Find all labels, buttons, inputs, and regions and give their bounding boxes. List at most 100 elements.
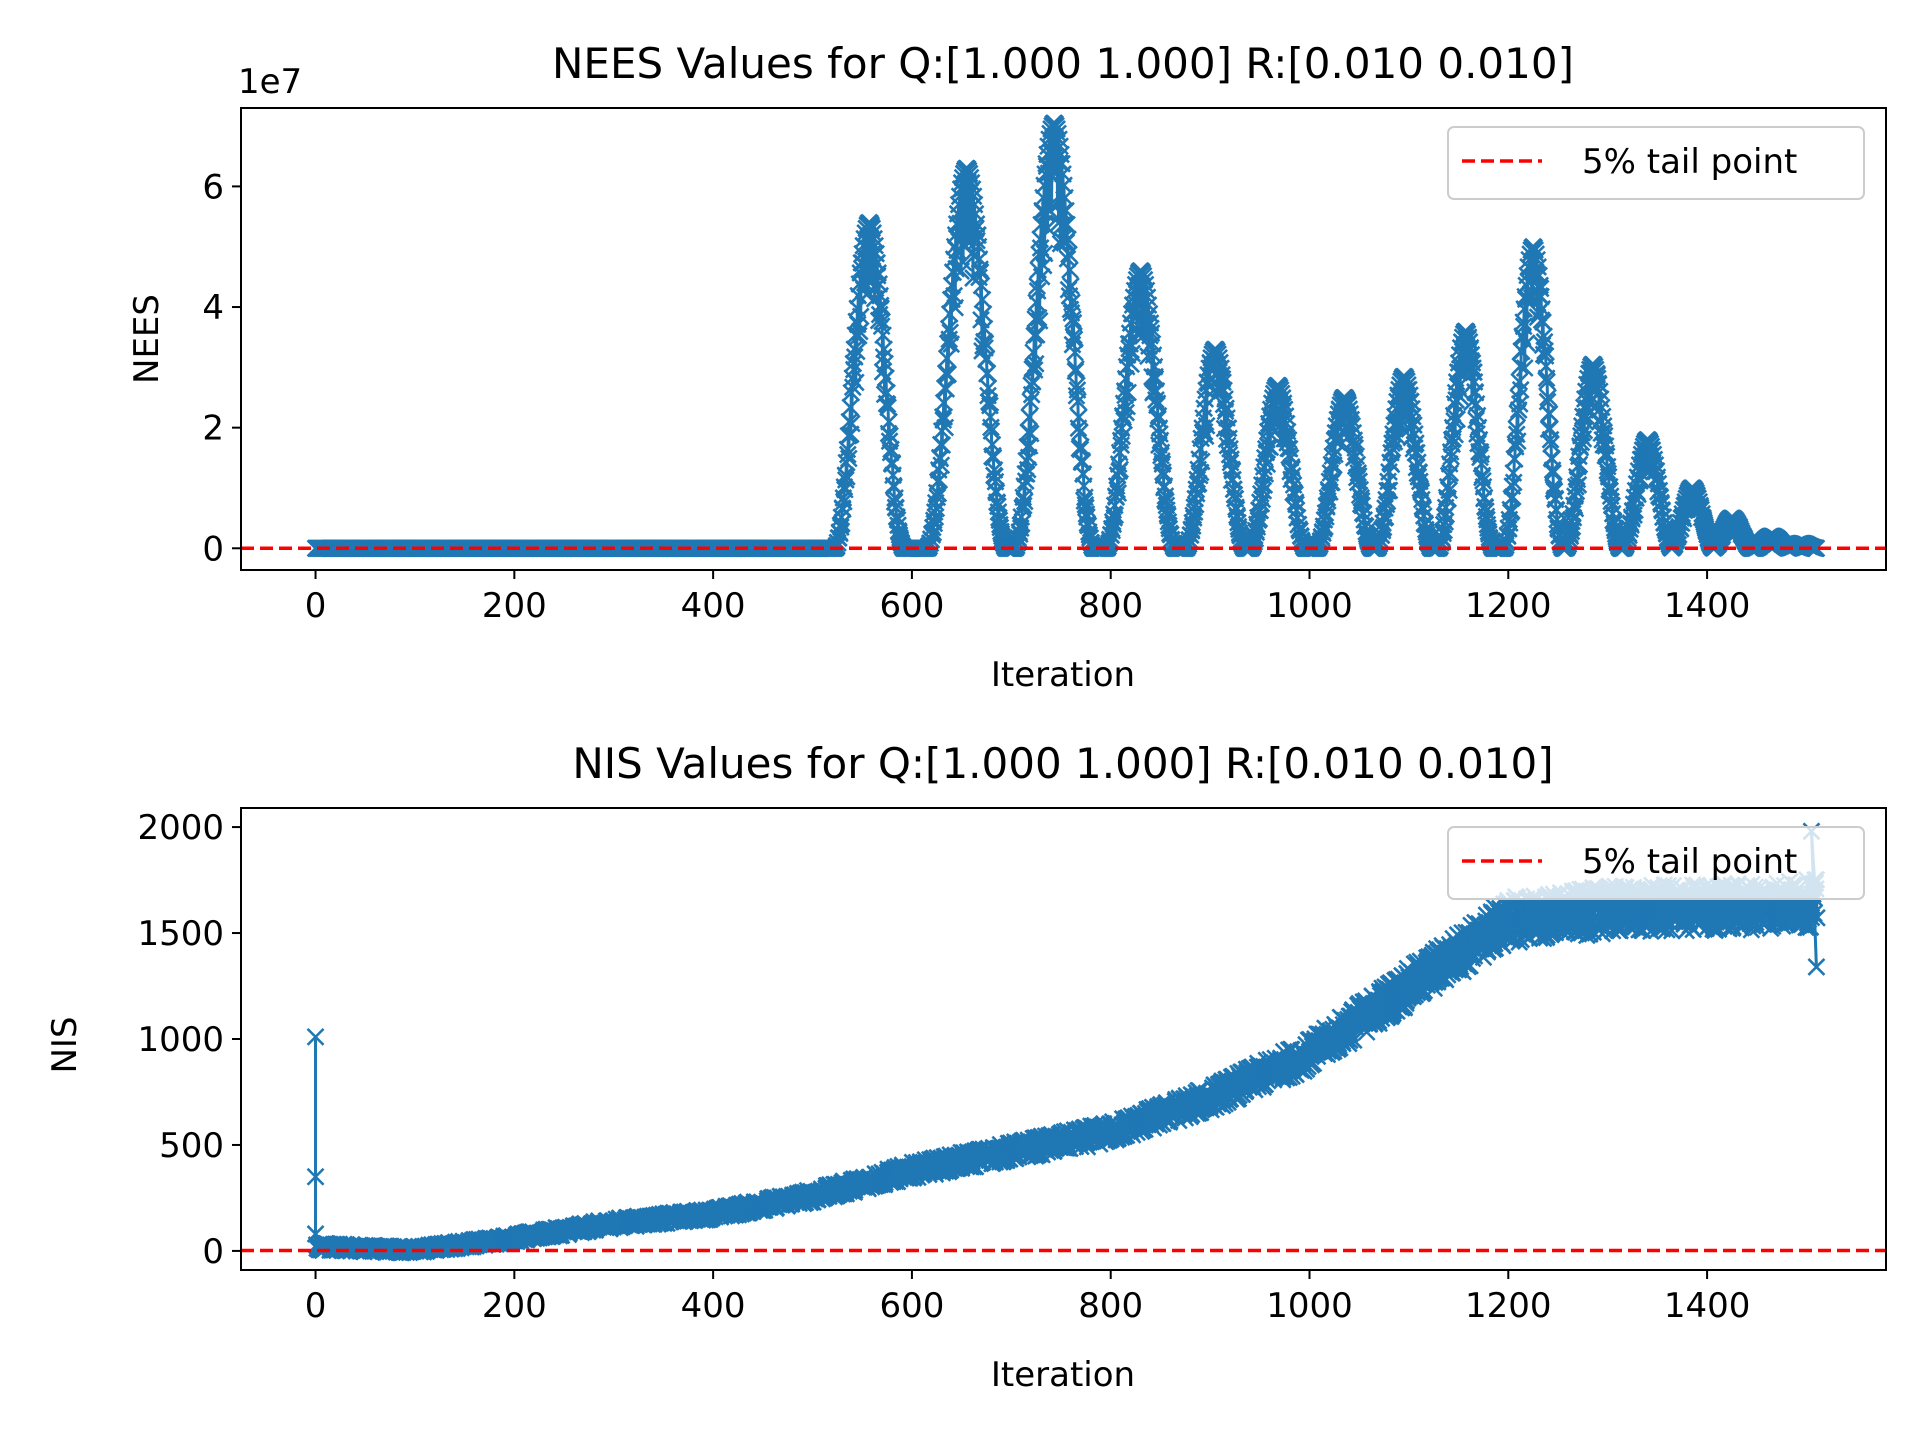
nees-data-point: [877, 369, 895, 388]
nees-data-point: [1327, 432, 1346, 451]
nis-y-tick-label: 1500: [137, 914, 224, 954]
nees-data-point: [1444, 429, 1463, 448]
nees-x-tick-label: 1400: [1664, 586, 1751, 626]
nees-data-point: [839, 449, 858, 468]
nees-data-point: [874, 348, 893, 366]
nees-data-point: [1192, 452, 1211, 471]
nees-data-point: [1503, 487, 1522, 506]
nees-data-point: [1540, 404, 1559, 423]
nis-y-tick-label: 2000: [137, 808, 224, 848]
nees-data-point: [1042, 194, 1061, 213]
nees-data-point: [978, 364, 997, 383]
nees-x-tick-label: 200: [482, 586, 547, 626]
nees-data-point: [1382, 455, 1401, 474]
nees-data-point: [1108, 481, 1127, 499]
nees-data-point: [1440, 481, 1459, 500]
nees-data-point: [1106, 506, 1125, 525]
nees-data-point: [850, 322, 869, 341]
nis-x-tick-label: 600: [879, 1286, 944, 1326]
nis-y-tick-label: 0: [202, 1232, 224, 1272]
nees-data-point: [1343, 416, 1362, 435]
nees-data-point: [837, 467, 856, 486]
nees-data-point: [842, 414, 861, 433]
nees-data-point: [849, 326, 868, 345]
nees-data-point: [1021, 392, 1040, 411]
nees-data-point: [1507, 425, 1526, 444]
nees-data-point: [1542, 435, 1560, 454]
nees-data-point: [846, 373, 865, 392]
nees-data-point: [1287, 501, 1306, 520]
nees-data-point: [973, 290, 992, 309]
nis-chart-title: NIS Values for Q:[1.000 1.000] R:[0.010 …: [572, 739, 1553, 788]
nees-data-point: [1063, 293, 1081, 312]
nis-x-tick-label: 400: [681, 1286, 746, 1326]
nees-y-tick-label: 2: [202, 409, 224, 449]
nees-data-point: [1062, 277, 1080, 295]
nis-x-tick-label: 200: [482, 1286, 547, 1326]
nees-data-point: [1511, 380, 1530, 399]
nees-data-point: [852, 259, 871, 278]
nees-data-point: [1508, 432, 1527, 451]
nis-x-tick-label: 800: [1078, 1286, 1143, 1326]
nees-data-point: [1021, 424, 1040, 443]
nees-data-point: [1380, 481, 1399, 500]
nees-data-point: [1474, 471, 1492, 490]
nees-data-point: [1590, 382, 1609, 401]
nees-data-point: [1026, 310, 1045, 328]
nees-y-offset-label: 1e7: [238, 62, 302, 102]
nees-data-point: [878, 395, 897, 414]
nees-data-point: [1443, 435, 1462, 454]
nees-data-point: [1603, 496, 1622, 515]
nis-data-point: [306, 1027, 325, 1046]
nees-data-point: [881, 426, 899, 445]
nees-data-point: [1401, 392, 1420, 411]
nis-data-point: [1340, 1031, 1359, 1050]
nees-data-point: [1543, 461, 1562, 480]
nees-data-point: [1035, 244, 1054, 263]
nees-chart: NEES Values for Q:[1.000 1.000] R:[0.010…: [127, 39, 1887, 695]
nees-data-point: [976, 334, 995, 353]
nees-data-point: [1258, 455, 1277, 474]
nees-data-point: [968, 231, 986, 250]
nees-data-point: [1142, 319, 1160, 338]
nees-data-point: [1627, 489, 1645, 508]
nees-data-point: [1071, 437, 1090, 456]
nees-y-tick-label: 0: [202, 529, 224, 569]
nees-data-point: [1562, 512, 1581, 531]
nees-data-point: [874, 326, 893, 345]
nees-data-point: [873, 312, 892, 331]
nees-data-point: [1160, 519, 1179, 538]
nees-data-point: [971, 263, 990, 281]
nees-data-point: [930, 471, 949, 489]
nees-data-point: [971, 260, 989, 279]
nees-data-point: [1275, 400, 1294, 419]
nees-data-point: [844, 354, 863, 373]
nees-data-point: [879, 398, 897, 417]
nees-data-point: [1539, 388, 1557, 407]
nees-data-point: [1537, 369, 1556, 388]
nees-data-point: [1061, 261, 1079, 279]
nees-x-axis-label: Iteration: [991, 655, 1135, 695]
nees-data-point: [1068, 392, 1087, 411]
nees-data-point: [1114, 408, 1133, 427]
nees-data-point: [1014, 496, 1033, 515]
nees-x-tick-label: 1200: [1465, 586, 1552, 626]
nees-data-point: [982, 418, 1000, 437]
nees-data-point: [1276, 407, 1295, 426]
nees-data-point: [1150, 424, 1169, 443]
nees-data-point: [1538, 372, 1556, 391]
nees-data-point: [936, 418, 955, 437]
nees-data-point: [937, 380, 956, 398]
nees-data-point: [1510, 395, 1529, 413]
nees-data-point: [1185, 503, 1204, 522]
nees-data-point: [963, 180, 982, 198]
nees-data-point: [841, 398, 860, 417]
nees-data-point: [1058, 249, 1077, 268]
nees-data-point: [1213, 365, 1231, 384]
nees-data-point: [851, 307, 870, 326]
nis-ticks: 0 200 400 600 800 1000 1200 1400050010001500200…: [137, 808, 1750, 1326]
nees-data-point: [871, 296, 890, 315]
nis-y-tick-label: 500: [159, 1126, 224, 1166]
nees-chart-title: NEES Values for Q:[1.000 1.000] R:[0.010…: [552, 39, 1574, 88]
